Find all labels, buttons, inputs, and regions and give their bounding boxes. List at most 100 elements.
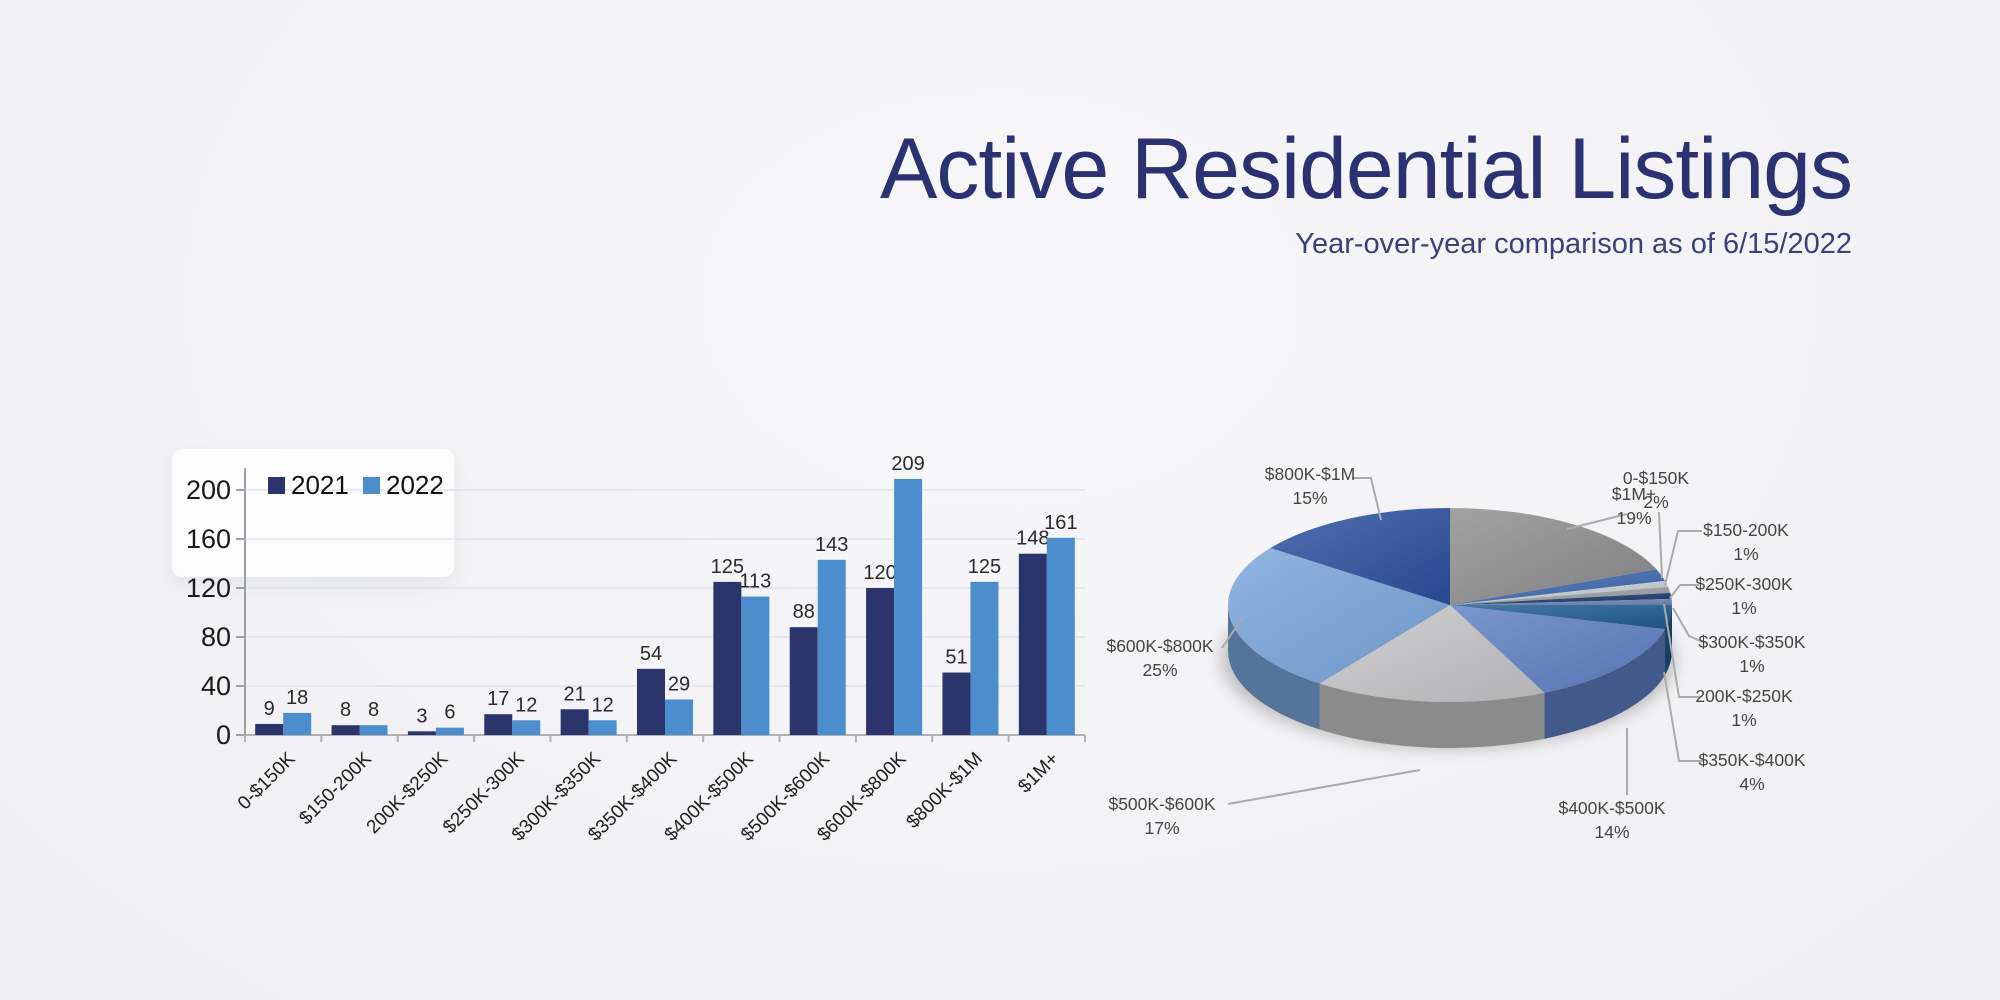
pie-slice-$500K-$600K xyxy=(1319,605,1545,702)
legend-label-2022: 2022 xyxy=(386,470,444,500)
pie-leader-line xyxy=(1664,530,1702,586)
pie-label-$300K-$350K: $300K-$350K 1% xyxy=(1698,632,1805,676)
pie-leader-line xyxy=(1227,769,1421,805)
pie-label-$600K-$800K: $600K-$800K 25% xyxy=(1106,636,1213,680)
pie-leader-line xyxy=(1672,607,1706,644)
pie-label-0-$150K: 0-$150K 2% xyxy=(1623,468,1689,512)
pie-label-$150-200K: $150-200K 1% xyxy=(1703,520,1789,564)
bar-2022-200K-$250K xyxy=(435,727,464,735)
legend-swatch-2022 xyxy=(363,477,380,494)
x-category-label: 0-$150K xyxy=(234,748,300,814)
y-axis-label: 120 xyxy=(186,573,231,603)
svg-text:$800K-$1M: $800K-$1M xyxy=(903,749,987,833)
pie-label-$350K-$400K: $350K-$400K 4% xyxy=(1698,750,1805,794)
pie-leader-line xyxy=(1669,584,1699,599)
svg-text:$1M+: $1M+ xyxy=(1014,749,1063,798)
page-subtitle: Year-over-year comparison as of 6/15/202… xyxy=(1295,228,1852,260)
bar-2022-$500K-$600K xyxy=(817,559,846,735)
pie-slice-$600K-$800K xyxy=(1228,547,1450,684)
bar-value-label: 21 xyxy=(564,683,586,705)
pie-wall-$400K-$500K xyxy=(1544,629,1666,739)
svg-text:$150-200K: $150-200K xyxy=(295,748,376,829)
pie-label-$500K-$600K: $500K-$600K 17% xyxy=(1108,794,1215,838)
bar-value-label: 209 xyxy=(891,453,924,475)
bar-2021-$500K-$600K xyxy=(789,627,818,735)
pie-leader-line xyxy=(1663,603,1700,698)
bar-value-label: 29 xyxy=(668,673,690,695)
bar-2021-$400K-$500K xyxy=(713,581,742,735)
x-category-label: $1M+ xyxy=(1014,749,1063,798)
pie-label-$800K-$1M: $800K-$1M 15% xyxy=(1265,464,1355,508)
pie-wall-$600K-$800K xyxy=(1228,605,1320,730)
bar-2021-$350K-$400K xyxy=(637,668,665,735)
bar-2021-200K-$250K xyxy=(407,731,436,735)
bar-value-label: 51 xyxy=(945,647,967,669)
bar-2022-$1M+ xyxy=(1046,537,1075,735)
legend-swatch-2021 xyxy=(268,477,285,494)
bar-2021-$1M+ xyxy=(1018,553,1047,735)
svg-text:0-$150K: 0-$150K xyxy=(234,748,300,814)
pie-slice-$300K-$350K xyxy=(1450,598,1672,605)
bar-value-label: 6 xyxy=(444,702,455,724)
pie-slice-$400K-$500K xyxy=(1450,605,1666,693)
bar-value-label: 125 xyxy=(968,556,1001,578)
y-axis-label: 80 xyxy=(201,622,231,652)
pie-label-$250K-300K: $250K-300K 1% xyxy=(1695,574,1793,618)
bar-2021-$300K-$350K xyxy=(560,709,589,735)
pie-label-$400K-$500K: $400K-$500K 14% xyxy=(1558,798,1665,842)
bar-2022-$800K-$1M xyxy=(970,581,999,735)
bar-2021-$800K-$1M xyxy=(942,672,971,735)
bar-value-label: 88 xyxy=(793,601,815,623)
x-category-label: $150-200K xyxy=(295,748,376,829)
pie-slice-$800K-$1M xyxy=(1270,508,1450,605)
page-title: Active Residential Listings xyxy=(879,121,1853,217)
pie-wall-$500K-$600K xyxy=(1319,683,1545,749)
bar-value-label: 113 xyxy=(739,571,771,593)
pie-slice-0-$150K xyxy=(1450,569,1666,605)
bar-2021-$600K-$800K xyxy=(866,588,895,735)
background-card xyxy=(172,449,454,577)
bar-value-label: 8 xyxy=(340,699,351,721)
bar-2021-$250K-300K xyxy=(484,714,513,735)
bar-2021-0-$150K xyxy=(255,723,284,735)
bar-2022-$300K-$350K xyxy=(588,720,617,735)
y-axis-label: 160 xyxy=(186,524,231,554)
svg-text:200K-$250K: 200K-$250K xyxy=(363,748,453,838)
pie-label-200K-$250K: 200K-$250K 1% xyxy=(1695,686,1793,730)
bar-2022-$150-200K xyxy=(359,725,388,735)
bar-2022-$250K-300K xyxy=(512,720,541,735)
y-axis-label: 0 xyxy=(216,720,231,750)
pie-wall-$350K-$400K xyxy=(1665,605,1672,676)
bar-value-label: 125 xyxy=(711,556,744,578)
pie-leader-line xyxy=(1663,671,1703,762)
bar-value-label: 161 xyxy=(1044,512,1077,534)
legend-label-2021: 2021 xyxy=(291,470,349,500)
bar-value-label: 17 xyxy=(487,688,509,710)
bar-value-label: 9 xyxy=(264,698,275,720)
bar-value-label: 18 xyxy=(286,687,308,709)
pie-slice-$350K-$400K xyxy=(1450,605,1672,630)
bar-value-label: 120 xyxy=(863,562,896,584)
pie-leader-line xyxy=(1566,513,1628,530)
pie-label-$1M+: $1M+ 19% xyxy=(1612,484,1656,528)
bar-2022-$600K-$800K xyxy=(894,478,923,735)
x-category-label: 200K-$250K xyxy=(363,748,453,838)
y-axis-label: 40 xyxy=(201,671,231,701)
bar-2021-$150-200K xyxy=(331,725,360,735)
pie-slice-$250K-300K xyxy=(1450,592,1672,605)
pie-chart: 0-$150K 2% $150-200K 1% 200K-$250K 1% $250K-30… xyxy=(1106,464,1805,842)
bar-value-label: 8 xyxy=(368,699,379,721)
pie-leader-line xyxy=(1352,477,1382,521)
bar-value-label: 54 xyxy=(640,643,662,665)
pie-slice-$1M+ xyxy=(1450,508,1657,605)
bar-value-label: 143 xyxy=(815,534,848,556)
pie-slice-200K-$250K xyxy=(1450,586,1671,605)
bar-chart: 0 40 80 120 160 200 9 18 0-$150K 8 8 $150-200K 3 6 200… xyxy=(186,453,1086,846)
pie-leader-line xyxy=(1658,511,1663,579)
pie-leader-line xyxy=(1221,616,1244,649)
y-axis-label: 200 xyxy=(186,475,231,505)
header: Active Residential Listings Year-over-ye… xyxy=(879,121,1853,261)
bar-2022-$400K-$500K xyxy=(741,596,770,735)
